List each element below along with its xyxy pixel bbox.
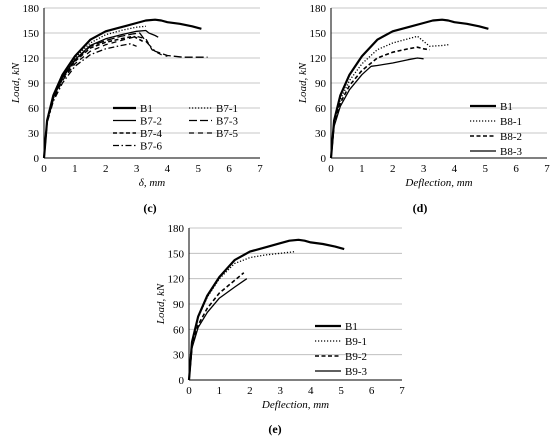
y-tick-label: 120 — [310, 53, 327, 65]
y-tick-label: 0 — [34, 153, 40, 165]
y-tick-label: 90 — [173, 299, 185, 311]
y-tick-label: 0 — [321, 153, 327, 165]
y-tick-label: 30 — [173, 350, 185, 362]
legend-label: B7-6 — [140, 141, 163, 153]
series-line-b9-1 — [188, 250, 296, 381]
y-tick-label: 60 — [315, 103, 327, 115]
x-axis-title: Deflection, mm — [404, 177, 472, 189]
x-tick-label: 6 — [369, 385, 375, 397]
x-axis-title: Deflection, mm — [261, 399, 329, 411]
series-line-b9-3 — [188, 278, 248, 381]
x-tick-label: 3 — [278, 385, 284, 397]
legend-label: B7-5 — [216, 128, 239, 140]
x-tick-label: 4 — [165, 163, 171, 175]
y-tick-label: 120 — [168, 274, 185, 286]
y-axis-title: Load, kN — [297, 62, 309, 104]
y-tick-label: 90 — [28, 78, 40, 90]
legend-label: B9-2 — [345, 351, 367, 363]
x-tick-label: 5 — [196, 163, 202, 175]
series-line-b7-3 — [43, 32, 208, 159]
legend-label: B1 — [345, 321, 358, 333]
x-tick-label: 5 — [483, 163, 489, 175]
chart-panel-2: 0 30 60 90 120 150 180 0 1 2 3 4 5 6 7 Deflection, mm Lo… — [297, 3, 550, 215]
legend-label: B9-1 — [345, 336, 367, 348]
x-tick-label: 4 — [308, 385, 314, 397]
x-tick-label: 4 — [452, 163, 458, 175]
x-tick-label: 6 — [513, 163, 519, 175]
x-tick-label: 6 — [226, 163, 232, 175]
y-tick-label: 150 — [168, 248, 185, 260]
x-tick-label: 0 — [328, 163, 334, 175]
y-tick-label: 180 — [23, 3, 40, 15]
x-tick-label: 7 — [399, 385, 405, 397]
x-tick-label: 1 — [72, 163, 78, 175]
y-tick-label: 150 — [23, 28, 40, 40]
legend-label: B9-3 — [345, 366, 368, 378]
y-tick-label: 90 — [315, 78, 327, 90]
legend-label: B7-2 — [140, 116, 162, 128]
x-tick-label: 3 — [421, 163, 427, 175]
y-tick-label: 30 — [28, 128, 40, 140]
x-tick-label: 7 — [257, 163, 263, 175]
y-tick-label: 60 — [28, 103, 40, 115]
series-line-b9-2 — [188, 272, 245, 381]
series-line-b7-6 — [43, 43, 137, 159]
x-tick-label: 1 — [359, 163, 365, 175]
y-tick-label: 150 — [310, 28, 327, 40]
series-line-b7-1 — [43, 25, 146, 159]
legend-label: B7-3 — [216, 116, 239, 128]
y-tick-label: 180 — [168, 223, 185, 235]
y-tick-label: 120 — [23, 53, 40, 65]
y-tick-label: 30 — [315, 128, 327, 140]
series-line-b1 — [42, 18, 202, 159]
x-tick-label: 1 — [217, 385, 223, 397]
series-line-b8-2 — [330, 46, 430, 159]
x-tick-label: 3 — [134, 163, 140, 175]
legend-label: B7-1 — [216, 103, 238, 115]
x-tick-label: 0 — [186, 385, 192, 397]
legend-label: B1 — [500, 101, 513, 113]
x-tick-label: 7 — [544, 163, 550, 175]
x-tick-label: 2 — [247, 385, 253, 397]
series-line-b7-5 — [43, 35, 168, 159]
legend-label: B8-2 — [500, 131, 522, 143]
legend-label: B7-4 — [140, 128, 163, 140]
x-axis-title: δ, mm — [139, 177, 166, 189]
y-axis-title: Load, kN — [155, 283, 167, 325]
y-tick-label: 180 — [310, 3, 327, 15]
x-tick-label: 5 — [338, 385, 344, 397]
series-line-b8-3 — [330, 57, 424, 159]
legend-label: B8-1 — [500, 116, 522, 128]
panel-label: (e) — [268, 422, 281, 436]
y-tick-label: 60 — [173, 324, 185, 336]
x-tick-label: 2 — [103, 163, 109, 175]
x-tick-label: 0 — [41, 163, 47, 175]
series-line-b7-4 — [43, 35, 144, 159]
chart-panel-3: 0 30 60 90 120 150 180 0 1 2 3 4 5 6 7 Deflection, mm Lo… — [155, 223, 405, 436]
legend-label: B1 — [140, 103, 153, 115]
legend-label: B8-3 — [500, 146, 523, 158]
panel-label: (c) — [143, 201, 156, 215]
panel-label: (d) — [413, 201, 428, 215]
series-line-b1 — [329, 18, 489, 159]
x-tick-label: 2 — [390, 163, 396, 175]
y-tick-label: 0 — [179, 375, 185, 387]
series-line-b1 — [187, 238, 345, 381]
y-axis-title: Load, kN — [10, 62, 22, 104]
series-line-b8-1 — [330, 35, 449, 159]
